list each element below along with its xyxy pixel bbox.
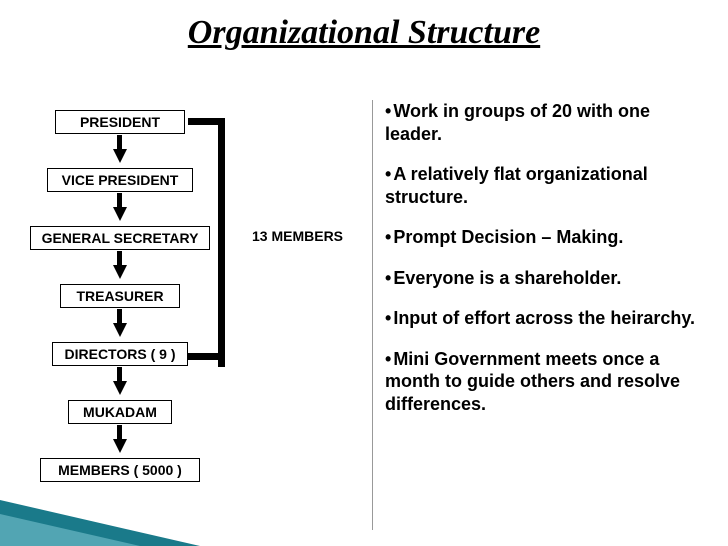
bullet-item: Work in groups of 20 with one leader. [385,100,705,145]
org-node: PRESIDENT [55,110,185,134]
bracket-vertical [218,118,225,367]
bracket-horizontal [188,353,225,360]
bullet-item: Everyone is a shareholder. [385,267,705,290]
org-node: TREASURER [60,284,180,308]
bullet-list: Work in groups of 20 with one leader. A r… [385,100,705,433]
bullet-item: Prompt Decision – Making. [385,226,705,249]
hierarchy-diagram: PRESIDENT VICE PRESIDENT GENERAL SECRETARY… [0,100,360,520]
arrow-down-icon [113,265,127,279]
org-node: DIRECTORS ( 9 ) [52,342,188,366]
members-count-label: 13 MEMBERS [252,228,343,244]
arrow-down-icon [113,381,127,395]
bullet-item: A relatively flat organizational structu… [385,163,705,208]
page-title: Organizational Structure [0,0,728,52]
org-node: GENERAL SECRETARY [30,226,210,250]
org-node: VICE PRESIDENT [47,168,193,192]
arrow-down-icon [113,149,127,163]
bullet-item: Mini Government meets once a month to gu… [385,348,705,416]
corner-decoration-light [0,514,140,546]
bullet-item: Input of effort across the heirarchy. [385,307,705,330]
bracket-horizontal [188,118,225,125]
arrow-down-icon [113,323,127,337]
arrow-down-icon [113,439,127,453]
org-node: MEMBERS ( 5000 ) [40,458,200,482]
arrow-down-icon [113,207,127,221]
org-node: MUKADAM [68,400,172,424]
content-area: PRESIDENT VICE PRESIDENT GENERAL SECRETARY… [0,100,728,520]
